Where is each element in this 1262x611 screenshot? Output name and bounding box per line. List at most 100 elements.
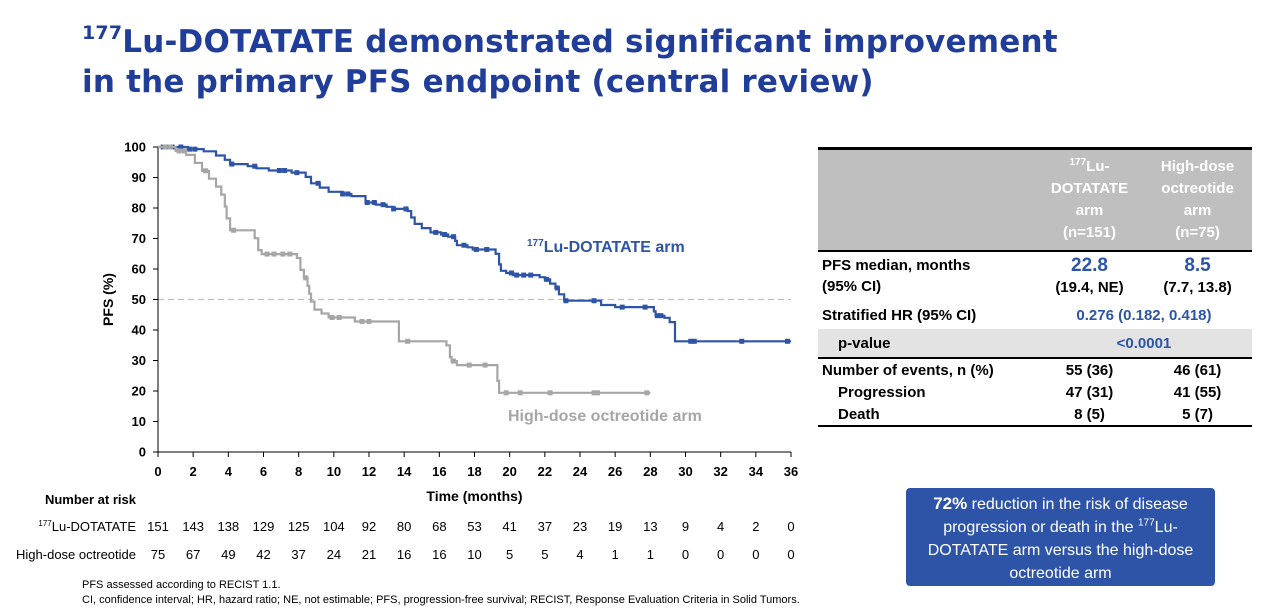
y-tick-label: 60 xyxy=(132,262,146,277)
lu-dotatate-censor-mark xyxy=(340,191,346,197)
risk-count: 24 xyxy=(327,547,341,562)
x-tick-label: 16 xyxy=(432,464,446,479)
risk-count: 138 xyxy=(217,519,239,534)
lu-dotatate-censor-mark xyxy=(691,338,697,344)
risk-count: 129 xyxy=(253,519,275,534)
progression-lu: 47 (31) xyxy=(1065,383,1114,401)
x-tick-label: 30 xyxy=(678,464,692,479)
risk-count: 4 xyxy=(576,547,583,562)
x-tick-label: 32 xyxy=(713,464,727,479)
lu-dotatate-censor-mark xyxy=(282,167,288,173)
x-tick-label: 36 xyxy=(784,464,798,479)
octreotide-censor-mark xyxy=(591,390,597,396)
risk-count: 16 xyxy=(397,547,411,562)
risk-count: 10 xyxy=(467,547,481,562)
lu-dotatate-censor-mark xyxy=(391,206,397,212)
callout-text-2: Lu-DOTATATE arm versus the high-dose oct… xyxy=(927,519,1194,582)
risk-count: 0 xyxy=(787,547,794,562)
lu-dotatate-series-label: 177Lu-DOTATATE arm xyxy=(527,238,685,256)
octreotide-censor-mark xyxy=(231,227,237,233)
x-tick-label: 8 xyxy=(295,464,302,479)
y-tick-label: 40 xyxy=(132,323,146,338)
octreotide-censor-mark xyxy=(405,338,411,344)
octreotide-censor-mark xyxy=(162,144,168,150)
lu-dotatate-censor-mark xyxy=(642,304,648,310)
x-axis-title: Time (months) xyxy=(426,488,522,504)
risk-count: 23 xyxy=(573,519,587,534)
median-label: PFS median, months (95% CI) xyxy=(822,257,971,295)
octreotide-censor-mark xyxy=(202,168,208,174)
events-octreotide: 46 (61) xyxy=(1143,357,1252,381)
lu-dotatate-censor-mark xyxy=(484,246,490,252)
octreotide-censor-mark xyxy=(329,314,335,320)
octreotide-censor-mark xyxy=(517,390,523,396)
table-header-blank xyxy=(818,147,1036,252)
risk-count: 4 xyxy=(717,519,724,534)
octreotide-censor-mark xyxy=(547,390,553,396)
risk-count: 49 xyxy=(221,547,235,562)
chart-labels: 177Lu-DOTATATE arm High-dose octreotide a… xyxy=(508,238,702,425)
risk-count: 37 xyxy=(291,547,305,562)
risk-count: 1 xyxy=(612,547,619,562)
x-tick-label: 22 xyxy=(538,464,552,479)
lu-dotatate-censor-mark xyxy=(784,338,790,344)
risk-count: 53 xyxy=(467,519,481,534)
death-lu: 8 (5) xyxy=(1035,403,1144,427)
progression-label: Progression xyxy=(838,383,926,401)
footnote-2: CI, confidence interval; HR, hazard rati… xyxy=(82,594,800,606)
slide-title: 177Lu-DOTATATE demonstrated significant … xyxy=(82,22,1232,102)
octreotide-censor-mark xyxy=(503,390,509,396)
table-header-octreotide: High-dose octreotide arm (n=75) xyxy=(1143,147,1252,252)
x-tick-label: 2 xyxy=(190,464,197,479)
x-tick-label: 14 xyxy=(397,464,412,479)
octreotide-censor-mark xyxy=(450,358,456,364)
risk-count: 5 xyxy=(541,547,548,562)
octreotide-censor-mark xyxy=(336,314,342,320)
x-tick-label: 10 xyxy=(327,464,341,479)
x-tick-label: 34 xyxy=(749,464,764,479)
octreotide-censor-mark xyxy=(359,318,365,324)
risk-count: 80 xyxy=(397,519,411,534)
lu-dotatate-censor-mark xyxy=(739,338,745,344)
lu-dotatate-censor-mark xyxy=(433,229,439,235)
lu-dotatate-censor-mark xyxy=(528,272,534,278)
p-label: p-value xyxy=(818,329,1036,358)
y-tick-label: 10 xyxy=(132,414,146,429)
y-tick-label: 80 xyxy=(132,201,146,216)
lu-dotatate-censor-mark xyxy=(554,285,560,291)
octreotide-km-curve xyxy=(158,145,651,394)
octreotide-censor-mark xyxy=(366,318,372,324)
x-tick-label: 18 xyxy=(467,464,481,479)
x-tick-label: 6 xyxy=(260,464,267,479)
hr-label: Stratified HR (95% CI) xyxy=(818,300,1036,329)
lu-dotatate-censor-mark xyxy=(252,163,258,169)
octreotide-censor-mark xyxy=(264,251,270,257)
y-tick-label: 50 xyxy=(132,292,146,307)
risk-count: 37 xyxy=(538,519,552,534)
risk-label-superscript: 177 xyxy=(38,519,52,528)
risk-count: 2 xyxy=(752,519,759,534)
risk-count: 0 xyxy=(717,547,724,562)
octreotide-series-label: High-dose octreotide arm xyxy=(508,408,702,425)
octreotide-censor-mark xyxy=(271,251,277,257)
lu-dotatate-censor-mark xyxy=(371,200,377,206)
risk-count: 16 xyxy=(432,547,446,562)
risk-count: 13 xyxy=(643,519,657,534)
risk-count: 75 xyxy=(151,547,165,562)
footnotes: PFS assessed according to RECIST 1.1. CI… xyxy=(82,578,800,608)
octreotide-censor-mark xyxy=(595,390,601,396)
risk-count: 125 xyxy=(288,519,310,534)
hr-value: 0.276 (0.182, 0.418) xyxy=(1035,300,1252,329)
octreotide-censor-mark xyxy=(644,390,650,396)
y-tick-label: 70 xyxy=(132,231,146,246)
octreotide-censor-mark xyxy=(482,362,488,368)
risk-count: 41 xyxy=(502,519,516,534)
callout-box: 72% reduction in the risk of disease pro… xyxy=(906,488,1215,586)
lu-dotatate-censor-mark xyxy=(688,338,694,344)
octreotide-censor-mark xyxy=(181,148,187,154)
lu-dotatate-censor-mark xyxy=(403,206,409,212)
x-tick-label: 12 xyxy=(362,464,376,479)
row-pfs-median: PFS median, months (95% CI) 22.8 (19.4, NE… xyxy=(818,251,1252,301)
row-hazard-ratio: Stratified HR (95% CI) 0.276 (0.182, 0.4… xyxy=(818,300,1252,329)
